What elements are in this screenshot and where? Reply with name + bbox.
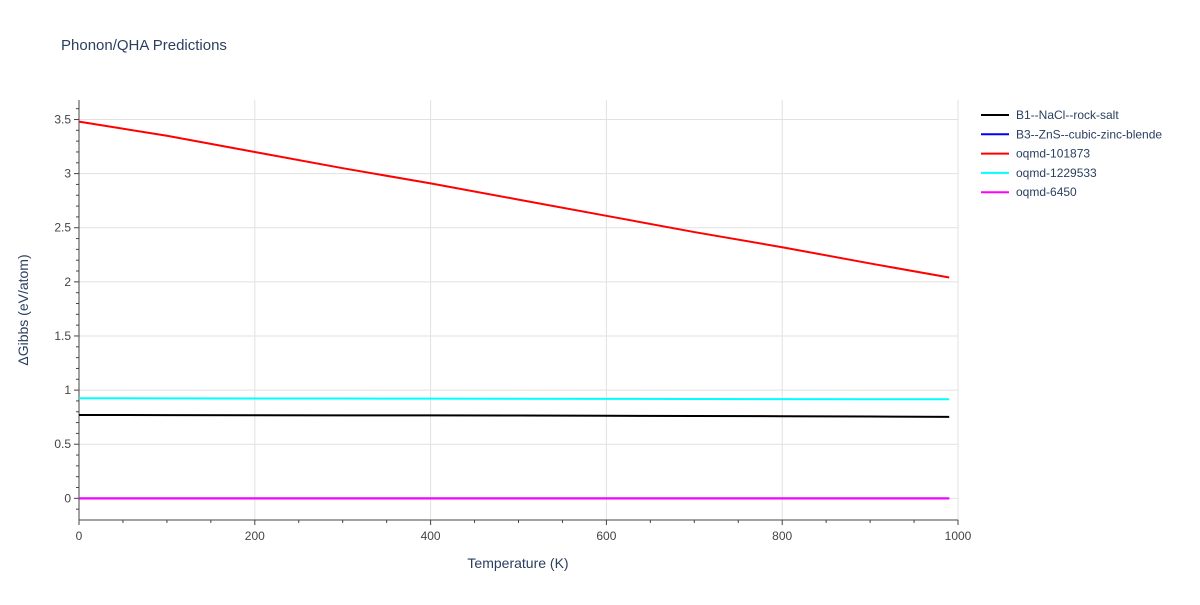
chart-title: Phonon/QHA Predictions [61, 37, 227, 54]
x-tick-label: 600 [596, 529, 616, 543]
y-tick-label: 3 [64, 167, 71, 181]
grid-layer [79, 100, 959, 520]
y-tick-label: 1 [64, 383, 71, 397]
y-tick-label: 3.5 [54, 112, 71, 126]
legend-item: oqmd-6450 [981, 185, 1077, 199]
axis-layer [74, 100, 959, 525]
legend-label: B3--ZnS--cubic-zinc-blende [1016, 127, 1162, 141]
legend-label: oqmd-1229533 [1016, 166, 1097, 180]
y-axis-title: ΔGibbs (eV/atom) [15, 254, 31, 365]
x-axis-title: Temperature (K) [467, 555, 568, 571]
y-tick-label: 1.5 [54, 329, 71, 343]
y-tick-label: 0 [64, 491, 71, 505]
y-tick-label: 2.5 [54, 221, 71, 235]
legend-item: oqmd-101873 [981, 147, 1090, 161]
x-tick-label: 0 [76, 529, 83, 543]
series-line-oqmd-1229533 [78, 397, 950, 401]
x-tick-label: 800 [772, 529, 792, 543]
x-tick-label: 200 [245, 529, 265, 543]
series-layer [78, 120, 950, 500]
y-tick-label: 2 [64, 275, 71, 289]
legend-label: B1--NaCl--rock-salt [1016, 108, 1119, 122]
legend-label: oqmd-6450 [1016, 185, 1077, 199]
x-tick-label: 400 [421, 529, 441, 543]
legend-item: oqmd-1229533 [981, 166, 1097, 180]
legend-item: B3--ZnS--cubic-zinc-blende [981, 127, 1162, 141]
series-line-B1--NaCl--rock-salt [78, 414, 950, 418]
tick-label-layer: 0 200 400 600 800 1000 0 0.5 1 1.5 2 2.5 3 3.5 [54, 112, 971, 543]
legend-label: oqmd-101873 [1016, 147, 1090, 161]
legend: B1--NaCl--rock-salt B3--ZnS--cubic-zinc-b… [981, 108, 1162, 199]
series-line-oqmd-101873 [78, 120, 950, 279]
legend-item: B1--NaCl--rock-salt [981, 108, 1119, 122]
y-tick-label: 0.5 [54, 437, 71, 451]
x-tick-label: 1000 [945, 529, 972, 543]
